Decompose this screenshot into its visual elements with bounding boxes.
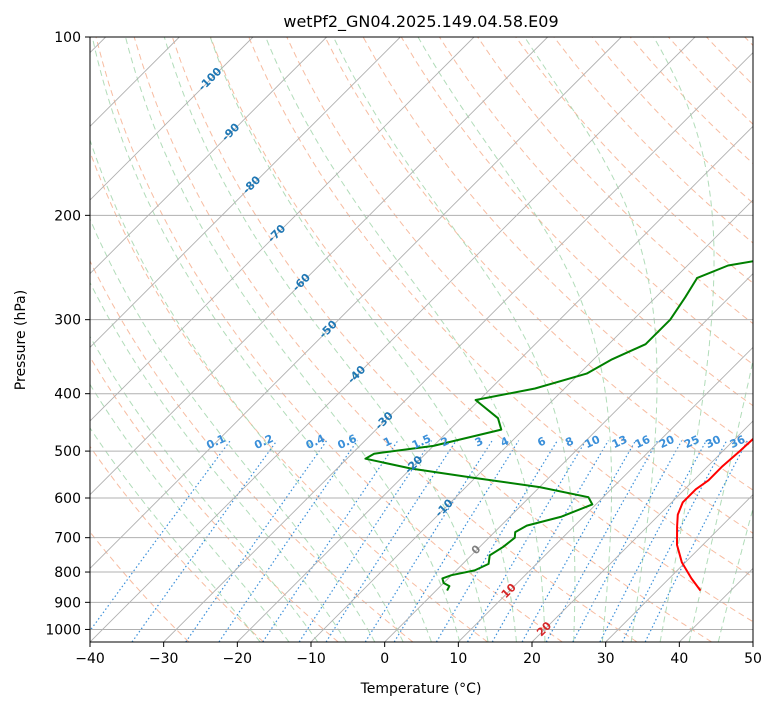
y-tick-label: 900 (54, 595, 81, 611)
moist-adiabat-40 (688, 358, 753, 642)
moist-adiabat-8 (125, 37, 461, 642)
dry-adiabat-20 (95, 37, 563, 642)
isobar-grid (90, 37, 753, 630)
moist-adiabats (90, 37, 753, 642)
mixing-ratio-label: 25 (682, 433, 701, 451)
y-tick-label: 100 (54, 30, 81, 46)
x-tick-label: −30 (149, 651, 179, 667)
mixing-line-7 (364, 440, 493, 642)
moist-adiabat-24 (332, 37, 576, 642)
moist-adiabat-12 (163, 37, 489, 642)
plot-area: -100-90-80-70-60-50-40-30-20-10010203040… (90, 37, 753, 642)
dry-adiabat-80 (324, 37, 753, 491)
isotherm--70 (90, 37, 475, 422)
dry-adiabat--10 (90, 356, 339, 642)
isotherm-20 (531, 420, 753, 642)
mixing-line-13 (545, 440, 659, 642)
dry-adiabat-0 (90, 259, 414, 642)
mixing-line-14 (572, 440, 683, 642)
isotherm--10 (310, 199, 753, 642)
x-axis-label: Temperature (°C) (360, 681, 482, 697)
mixing-line-1 (131, 440, 278, 642)
mixing-line-17 (644, 440, 748, 642)
isotherm--30 (163, 52, 753, 642)
mixing-line-4 (262, 440, 399, 642)
dry-adiabat-40 (171, 37, 712, 642)
y-tick-label: 400 (54, 387, 81, 403)
isotherm-10 (458, 346, 753, 642)
y-tick-label: 600 (54, 491, 81, 507)
mixing-line-6 (325, 440, 457, 642)
mixing-ratio-label: 36 (728, 433, 748, 451)
isotherm--60 (90, 37, 548, 496)
x-tick-label: 30 (597, 651, 615, 667)
temperature-profile-line (676, 437, 753, 592)
x-tick-label: 20 (523, 651, 541, 667)
dry-adiabat-60 (248, 37, 753, 578)
x-tick-label: 50 (744, 651, 762, 667)
moist-adiabat-36 (653, 37, 715, 642)
moist-adiabat--8 (90, 281, 347, 642)
mixing-ratio-label: 20 (657, 433, 677, 451)
x-tick-label: 40 (670, 651, 688, 667)
mixing-ratio-label: 16 (633, 433, 653, 451)
mixing-line-9 (435, 440, 558, 642)
mixing-ratio-label: 13 (610, 433, 629, 451)
sounding-series (364, 260, 753, 592)
dry-adiabat-50 (210, 37, 753, 623)
isotherm--80 (90, 37, 401, 348)
dry-adiabat--20 (90, 445, 264, 642)
chart-title: wetPf2_GN04.2025.149.04.58.E09 (283, 12, 558, 32)
mixing-ratio-label: 30 (704, 433, 724, 451)
x-tick-label: −20 (223, 651, 253, 667)
isotherm--90 (90, 37, 327, 275)
y-tick-label: 500 (54, 444, 81, 460)
moist-adiabat-0 (90, 138, 404, 642)
mixing-ratio-label: 10 (583, 433, 603, 451)
moist-adiabat-28 (417, 37, 612, 642)
y-tick-label: 1000 (45, 622, 81, 638)
dry-adiabat-130 (515, 37, 753, 284)
moist-adiabat--12 (90, 335, 319, 642)
mixing-ratio-lines (90, 440, 748, 642)
mixing-line-12 (521, 440, 637, 642)
mixing-line-10 (466, 440, 587, 642)
isotherm--20 (237, 125, 753, 642)
moist-adiabat-20 (265, 37, 546, 642)
isotherm-30 (605, 494, 753, 642)
dewpoint-profile-line (364, 260, 753, 592)
y-tick-label: 700 (54, 531, 81, 547)
moist-adiabat-32 (524, 37, 658, 642)
moist-adiabat-4 (91, 37, 432, 642)
moist-adiabat--4 (90, 217, 376, 642)
isotherm--50 (90, 37, 622, 569)
y-tick-label: 300 (54, 313, 81, 329)
isotherm-grid (90, 37, 753, 642)
dry-adiabat-70 (286, 37, 753, 534)
x-tick-label: −10 (296, 651, 326, 667)
moist-adiabat--16 (90, 383, 290, 642)
x-tick-label: 10 (449, 651, 467, 667)
mixing-line-11 (491, 440, 609, 642)
mixing-line-5 (298, 440, 432, 642)
moist-adiabat-16 (209, 37, 517, 642)
mixing-line-2 (185, 440, 328, 642)
x-tick-label: −40 (75, 651, 105, 667)
moist-adiabat-44 (717, 506, 753, 642)
y-axis-label: Pressure (hPa) (13, 290, 29, 390)
y-tick-label: 800 (54, 565, 81, 581)
moist-adiabat--20 (90, 427, 261, 642)
x-tick-label: 0 (380, 651, 389, 667)
mixing-line-0 (90, 440, 231, 632)
plot-frame (89, 36, 754, 643)
isotherm--100 (90, 37, 254, 201)
isotherm-0 (384, 273, 753, 642)
isotherm--40 (90, 37, 696, 642)
y-tick-label: 200 (54, 208, 81, 224)
y-axis: 100 200 300 400 500 600 700 800 900 1000 (45, 30, 90, 638)
x-axis: −40 −30 −20 −10 0 10 20 30 40 50 (75, 642, 762, 667)
